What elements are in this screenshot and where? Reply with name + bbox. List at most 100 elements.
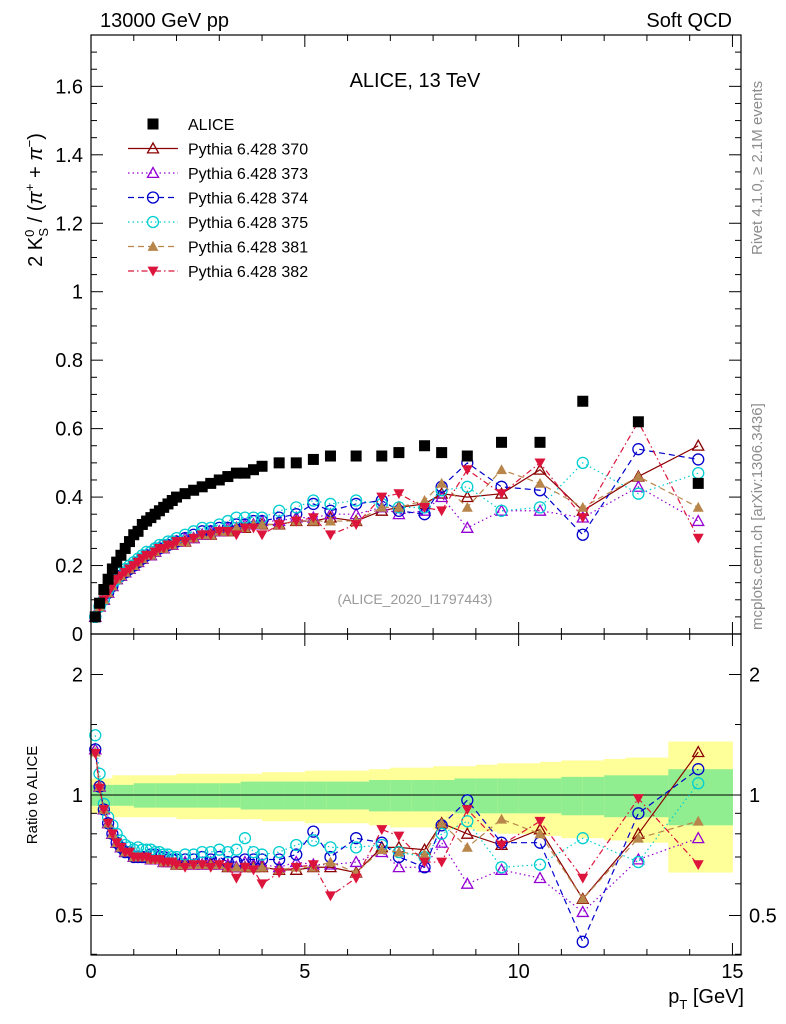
data-point bbox=[577, 501, 589, 512]
data-point bbox=[222, 471, 234, 483]
ratio-data-point bbox=[179, 862, 191, 873]
ratio-data-point bbox=[533, 871, 547, 884]
data-point bbox=[577, 513, 589, 524]
ratio-data-point bbox=[376, 825, 388, 835]
data-point bbox=[376, 450, 388, 462]
ratio-data-point bbox=[196, 860, 208, 871]
ratio-data-point bbox=[102, 818, 114, 829]
ratio-data-point bbox=[392, 860, 406, 873]
stat-band-segment bbox=[497, 778, 520, 814]
data-point bbox=[393, 501, 405, 512]
data-point bbox=[230, 467, 242, 479]
data-point bbox=[111, 556, 123, 568]
ratio-series-pythia-6-428-382 bbox=[89, 749, 704, 902]
ratio-data-point bbox=[230, 873, 242, 884]
ratio-data-point bbox=[248, 865, 259, 876]
ratio-data-point bbox=[435, 827, 448, 840]
data-point bbox=[436, 506, 448, 517]
data-point bbox=[188, 484, 200, 496]
data-point bbox=[632, 416, 644, 428]
ratio-data-point bbox=[496, 840, 508, 851]
ratio-data-point bbox=[230, 861, 242, 872]
data-point bbox=[460, 490, 474, 503]
data-point bbox=[691, 438, 705, 451]
ratio-data-point bbox=[631, 852, 645, 865]
ratio-y-tick-label-right: 1 bbox=[749, 785, 760, 807]
data-point bbox=[576, 528, 589, 541]
main-y-tick-label: 1.6 bbox=[55, 76, 83, 98]
data-point bbox=[632, 487, 645, 500]
ratio-data-point bbox=[376, 844, 388, 855]
data-point bbox=[239, 523, 251, 534]
data-point bbox=[205, 477, 217, 489]
data-point bbox=[577, 395, 589, 407]
ratio-data-point bbox=[349, 855, 363, 868]
ratio-data-point bbox=[393, 846, 405, 857]
data-point bbox=[106, 563, 118, 575]
ratio-series-line bbox=[94, 735, 699, 868]
stat-band-segment bbox=[582, 776, 605, 816]
legend-marker bbox=[147, 241, 159, 251]
ratio-data-point bbox=[89, 729, 102, 742]
data-point bbox=[533, 501, 547, 514]
ratio-series-line bbox=[94, 753, 699, 897]
ratio-y-tick-label-right: 0.5 bbox=[749, 906, 777, 928]
legend-marker bbox=[146, 166, 160, 179]
data-point bbox=[534, 477, 546, 488]
ratio-data-point bbox=[106, 829, 118, 840]
ratio-data-point bbox=[153, 855, 165, 866]
data-point bbox=[123, 536, 135, 548]
data-point bbox=[179, 537, 191, 548]
ratio-data-point bbox=[290, 838, 303, 852]
main-y-tick-label: 1 bbox=[72, 282, 83, 304]
ratio-data-point bbox=[324, 891, 336, 902]
legend-label: Pythia 6.428 382 bbox=[188, 264, 308, 281]
data-point bbox=[290, 457, 302, 469]
data-point bbox=[248, 523, 259, 534]
data-point bbox=[307, 453, 319, 465]
data-point bbox=[692, 453, 705, 466]
legend-marker bbox=[146, 191, 160, 204]
ratio-data-point bbox=[222, 862, 234, 873]
ratio-data-point bbox=[691, 745, 705, 758]
data-point bbox=[350, 450, 362, 462]
ratio-data-point bbox=[576, 905, 590, 918]
ratio-data-point bbox=[632, 794, 644, 805]
ratio-data-point bbox=[256, 879, 268, 890]
ratio-data-point bbox=[89, 749, 101, 759]
main-series-layer bbox=[88, 395, 705, 624]
ratio-data-point bbox=[534, 816, 546, 827]
data-point bbox=[102, 573, 114, 585]
data-point bbox=[436, 477, 448, 488]
main-y-tick-label: 0.8 bbox=[55, 350, 83, 372]
data-point bbox=[256, 518, 268, 529]
data-point bbox=[324, 450, 336, 462]
data-point bbox=[119, 542, 131, 554]
legend-label: Pythia 6.428 375 bbox=[188, 215, 308, 232]
ratio-data-point bbox=[533, 858, 547, 871]
stat-band-segment bbox=[262, 781, 284, 810]
data-point bbox=[631, 479, 645, 492]
legend-label: Pythia 6.428 373 bbox=[188, 166, 308, 183]
main-y-tick-label: 1.4 bbox=[55, 145, 83, 167]
ratio-data-point bbox=[632, 832, 644, 843]
analysis-watermark: (ALICE_2020_I1797443) bbox=[338, 591, 493, 607]
ratio-y-tick-label: 0.5 bbox=[55, 906, 83, 928]
data-point bbox=[256, 530, 268, 541]
legend-entry: Pythia 6.428 381 bbox=[128, 240, 308, 257]
ratio-data-point bbox=[461, 815, 474, 828]
ratio-data-point bbox=[692, 860, 704, 871]
ratio-data-point bbox=[577, 893, 589, 904]
ratio-data-point bbox=[323, 860, 338, 873]
stat-band-segment bbox=[368, 780, 391, 812]
data-point bbox=[576, 456, 589, 470]
ratio-data-point bbox=[692, 777, 705, 790]
x-tick-label: 0 bbox=[85, 961, 96, 983]
ratio-data-point bbox=[691, 831, 705, 844]
data-point bbox=[534, 458, 546, 469]
stat-band-segment bbox=[240, 781, 263, 810]
legend-label: Pythia 6.428 370 bbox=[188, 142, 308, 159]
data-point bbox=[534, 436, 546, 448]
data-point bbox=[290, 516, 302, 527]
ratio-data-point bbox=[290, 848, 303, 861]
